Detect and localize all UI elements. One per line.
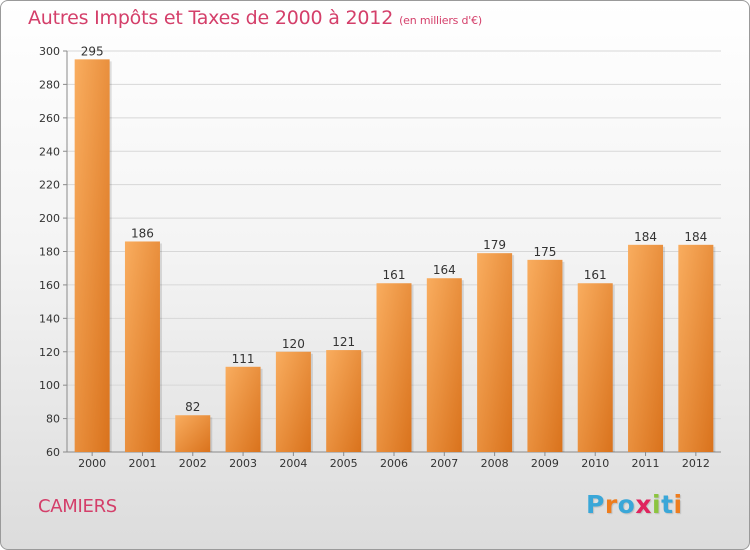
logo-letter: x (635, 490, 652, 519)
x-tick-label: 2006 (380, 457, 408, 470)
bar-value-label: 120 (282, 337, 305, 351)
x-tick-label: 2002 (179, 457, 207, 470)
logo-letter: i (673, 490, 683, 519)
y-tick-label: 240 (39, 145, 60, 158)
bar-value-label: 175 (533, 245, 556, 259)
bar-value-label: 161 (584, 268, 607, 282)
x-tick-label: 2003 (229, 457, 257, 470)
y-tick-label: 80 (46, 413, 60, 426)
y-tick-label: 100 (39, 379, 60, 392)
y-tick-label: 180 (39, 246, 60, 259)
bars (74, 59, 716, 453)
bar (74, 59, 110, 453)
location-name: CAMIERS (38, 496, 117, 517)
bar (527, 259, 563, 452)
bar-value-label: 161 (383, 268, 406, 282)
chart-subtitle: (en milliers d'€) (399, 14, 482, 27)
x-tick-label: 2012 (682, 457, 710, 470)
logo-letter: t (661, 490, 674, 519)
y-tick-label: 280 (39, 78, 60, 91)
logo-letter: r (604, 490, 618, 519)
y-tick-label: 160 (39, 279, 60, 292)
bar-value-label: 164 (433, 263, 456, 277)
chart-title-text: Autres Impôts et Taxes de 2000 à 2012 (28, 7, 394, 29)
y-tick-label: 120 (39, 346, 60, 359)
y-tick-label: 140 (39, 312, 60, 325)
bar (225, 366, 261, 452)
x-tick-label: 2011 (632, 457, 660, 470)
y-tick-label: 60 (46, 446, 60, 459)
bar (124, 241, 160, 452)
x-tick-label: 2001 (128, 457, 156, 470)
bar-value-label: 186 (131, 226, 154, 240)
bar (275, 351, 311, 452)
y-tick-label: 300 (39, 45, 60, 58)
bar-value-label: 111 (232, 352, 255, 366)
x-tick-label: 2000 (78, 457, 106, 470)
bar (628, 244, 664, 452)
bar (426, 278, 462, 452)
bar-value-label: 295 (81, 44, 104, 58)
x-tick-label: 2010 (581, 457, 609, 470)
logo-letter: i (652, 490, 662, 519)
bar-value-label: 184 (634, 230, 657, 244)
bar (678, 244, 714, 452)
bar-value-labels: 295 186 82 111 120 121 161 164 179 175 161 184 184 (81, 44, 708, 414)
bar-value-label: 82 (185, 400, 200, 414)
bar (376, 283, 412, 452)
x-tick-label: 2007 (430, 457, 458, 470)
y-tick-labels: 60 80 100 120 140 160 180 200 220 240 260 280 300 (39, 45, 60, 459)
bar (477, 253, 513, 452)
y-tick-label: 200 (39, 212, 60, 225)
x-tick-label: 2009 (531, 457, 559, 470)
x-tick-label: 2008 (481, 457, 509, 470)
proxiti-logo: Proxiti (586, 490, 683, 519)
bar-value-label: 184 (684, 230, 707, 244)
bar (175, 415, 211, 452)
y-tick-label: 260 (39, 112, 60, 125)
logo-letter: P (586, 490, 605, 519)
logo-letter: o (617, 490, 636, 519)
x-tick-labels: 2000 2001 2002 2003 2004 2005 2006 2007 2008 2009… (78, 457, 710, 470)
bar (326, 350, 362, 452)
bar (577, 283, 613, 452)
y-tick-label: 220 (39, 179, 60, 192)
bar-value-label: 121 (332, 335, 355, 349)
x-tick-label: 2005 (330, 457, 358, 470)
x-tick-label: 2004 (279, 457, 307, 470)
chart-title: Autres Impôts et Taxes de 2000 à 2012 (en… (28, 7, 482, 29)
bar-value-label: 179 (483, 238, 506, 252)
